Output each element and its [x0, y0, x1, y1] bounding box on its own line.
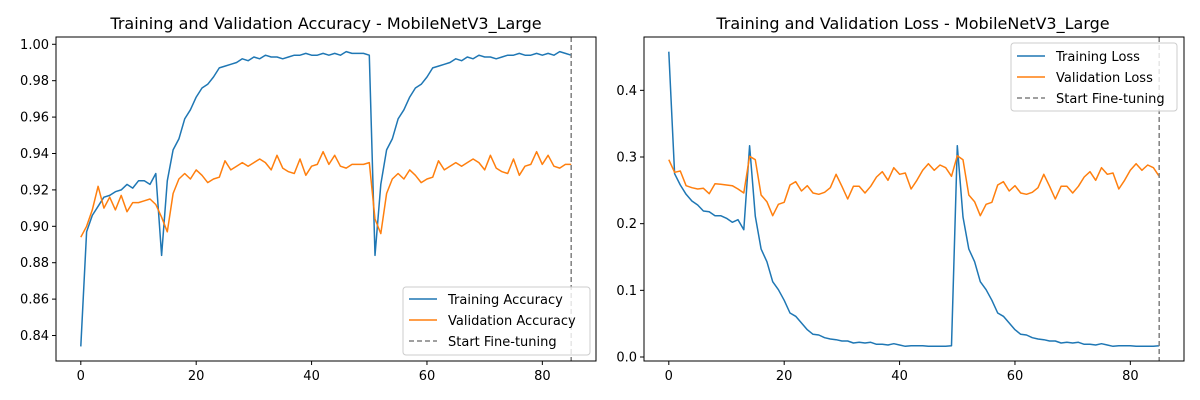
accuracy-x-axis: 0 20 40 60 80: [77, 361, 551, 384]
loss-legend: Training Loss Validation Loss Start Fine…: [1010, 42, 1178, 112]
accuracy-y-tick-label: 0.94: [20, 147, 49, 162]
accuracy-y-tick-label: 0.84: [20, 329, 49, 344]
accuracy-x-tick-label: 40: [303, 369, 320, 384]
accuracy-x-tick-label: 60: [419, 369, 436, 384]
loss-legend-label-training: Training Loss: [1055, 50, 1140, 65]
accuracy-series-line-validation: [80, 150, 572, 238]
accuracy-y-tick-label: 0.92: [20, 183, 49, 198]
loss-legend-label-finetune: Start Fine-tuning: [1056, 92, 1165, 107]
loss-x-tick-label: 20: [776, 369, 793, 384]
loss-y-tick-label: 0.1: [616, 284, 637, 299]
loss-chart: Training and Validation Loss - MobileNet…: [616, 14, 1185, 384]
loss-x-tick-label: 80: [1122, 369, 1139, 384]
accuracy-y-tick-label: 1.00: [20, 38, 49, 53]
loss-x-tick-label: 0: [665, 369, 673, 384]
loss-y-tick-label: 0.3: [616, 151, 637, 166]
accuracy-legend-label-finetune: Start Fine-tuning: [448, 335, 557, 350]
loss-chart-title: Training and Validation Loss - MobileNet…: [715, 14, 1109, 34]
accuracy-legend: Training Accuracy Validation Accuracy St…: [402, 286, 591, 356]
loss-y-tick-label: 0.4: [616, 84, 637, 99]
accuracy-y-tick-label: 0.98: [20, 74, 49, 89]
loss-legend-label-validation: Validation Loss: [1056, 71, 1153, 86]
accuracy-y-tick-label: 0.90: [20, 220, 49, 235]
loss-axes-frame: [643, 36, 1185, 362]
loss-series-line-validation: [668, 154, 1160, 217]
accuracy-legend-box: [402, 286, 591, 356]
loss-x-tick-label: 40: [891, 369, 908, 384]
loss-legend-box: [1010, 42, 1178, 112]
accuracy-y-tick-label: 0.88: [20, 256, 49, 271]
accuracy-x-tick-label: 0: [77, 369, 85, 384]
accuracy-legend-label-validation: Validation Accuracy: [448, 314, 576, 329]
accuracy-chart: Training and Validation Accuracy - Mobil…: [20, 14, 597, 384]
loss-y-tick-label: 0.2: [616, 217, 637, 232]
accuracy-y-axis: 0.84 0.86 0.88 0.90 0.92 0.94 0.96 0.98 1.00: [20, 38, 56, 344]
accuracy-y-tick-label: 0.96: [20, 111, 49, 126]
accuracy-plot-area: [80, 37, 572, 361]
loss-y-axis: 0.0 0.1 0.2 0.3 0.4: [616, 84, 644, 366]
accuracy-x-tick-label: 80: [534, 369, 551, 384]
accuracy-series-line-training: [80, 50, 572, 347]
accuracy-legend-label-training: Training Accuracy: [447, 293, 563, 308]
accuracy-x-tick-label: 20: [188, 369, 205, 384]
loss-x-tick-label: 60: [1007, 369, 1024, 384]
accuracy-y-tick-label: 0.86: [20, 293, 49, 308]
loss-y-tick-label: 0.0: [616, 351, 637, 366]
loss-x-axis: 0 20 40 60 80: [665, 361, 1139, 384]
accuracy-chart-title: Training and Validation Accuracy - Mobil…: [109, 14, 541, 34]
loss-plot-area: [668, 37, 1160, 361]
accuracy-axes-frame: [55, 36, 597, 362]
